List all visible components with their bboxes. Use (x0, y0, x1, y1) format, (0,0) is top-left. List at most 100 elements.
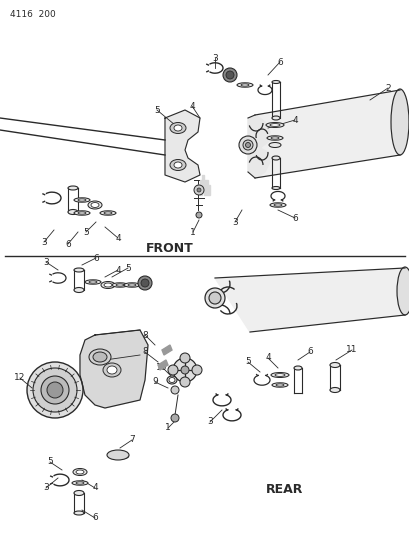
Text: 4: 4 (265, 353, 270, 362)
Ellipse shape (68, 209, 78, 214)
Circle shape (27, 362, 83, 418)
Text: 2: 2 (384, 84, 390, 93)
Ellipse shape (271, 116, 279, 120)
Ellipse shape (101, 281, 115, 288)
Text: REAR: REAR (266, 483, 303, 497)
Ellipse shape (204, 288, 225, 308)
Ellipse shape (74, 198, 90, 202)
Ellipse shape (104, 283, 112, 287)
Text: 6: 6 (92, 513, 98, 522)
Text: 4: 4 (189, 101, 194, 110)
Polygon shape (254, 90, 399, 178)
Ellipse shape (209, 292, 220, 304)
Text: 3: 3 (41, 238, 47, 246)
Circle shape (41, 376, 69, 404)
Ellipse shape (273, 204, 281, 206)
Ellipse shape (180, 366, 189, 374)
Ellipse shape (103, 363, 121, 377)
Ellipse shape (266, 136, 282, 140)
Ellipse shape (100, 211, 116, 215)
Text: 1: 1 (165, 424, 171, 432)
Circle shape (180, 377, 189, 387)
Ellipse shape (238, 136, 256, 154)
Ellipse shape (271, 80, 279, 84)
Ellipse shape (68, 186, 78, 190)
Text: 6: 6 (291, 214, 297, 222)
Text: 3: 3 (43, 257, 49, 266)
Ellipse shape (166, 376, 177, 384)
Ellipse shape (275, 384, 283, 386)
Ellipse shape (72, 481, 88, 485)
Ellipse shape (270, 203, 285, 207)
Circle shape (168, 365, 178, 375)
Text: 4: 4 (292, 116, 297, 125)
Ellipse shape (74, 511, 84, 515)
Ellipse shape (270, 137, 278, 139)
Circle shape (193, 185, 204, 195)
Ellipse shape (173, 358, 196, 382)
Text: 6: 6 (93, 254, 99, 262)
Text: 3: 3 (231, 217, 237, 227)
Polygon shape (162, 345, 172, 355)
Ellipse shape (74, 490, 84, 496)
Ellipse shape (396, 267, 409, 315)
Ellipse shape (265, 123, 283, 127)
Ellipse shape (170, 159, 186, 171)
Ellipse shape (243, 140, 252, 150)
Text: 3: 3 (211, 53, 217, 62)
Text: 4: 4 (115, 233, 121, 243)
Ellipse shape (89, 349, 111, 365)
Ellipse shape (329, 387, 339, 392)
Text: 6: 6 (65, 239, 71, 248)
Ellipse shape (271, 383, 287, 387)
Ellipse shape (170, 123, 186, 133)
Ellipse shape (85, 280, 101, 284)
Polygon shape (247, 148, 270, 178)
Ellipse shape (245, 142, 250, 148)
Text: 3: 3 (43, 483, 49, 492)
Circle shape (138, 276, 152, 290)
Ellipse shape (104, 212, 112, 214)
Ellipse shape (236, 83, 252, 87)
Ellipse shape (270, 124, 279, 126)
Text: 4116  200: 4116 200 (10, 10, 56, 19)
Ellipse shape (116, 284, 124, 286)
Text: 12: 12 (14, 374, 26, 383)
Circle shape (180, 353, 189, 363)
Ellipse shape (74, 287, 84, 293)
Polygon shape (157, 360, 168, 370)
Circle shape (196, 188, 200, 192)
Text: 6: 6 (276, 58, 282, 67)
Ellipse shape (329, 362, 339, 367)
Ellipse shape (128, 284, 136, 286)
Polygon shape (214, 268, 404, 332)
Text: 1: 1 (190, 228, 196, 237)
Text: 8: 8 (142, 330, 148, 340)
Ellipse shape (73, 469, 87, 475)
Ellipse shape (169, 377, 175, 383)
Ellipse shape (107, 366, 117, 374)
Ellipse shape (270, 373, 288, 377)
Circle shape (33, 368, 77, 412)
Text: 10: 10 (156, 362, 167, 372)
Polygon shape (164, 110, 200, 182)
Circle shape (47, 382, 63, 398)
Circle shape (171, 414, 179, 422)
Text: 7: 7 (129, 435, 135, 445)
Ellipse shape (107, 450, 129, 460)
Text: 6: 6 (306, 348, 312, 357)
Ellipse shape (173, 162, 182, 168)
Text: 5: 5 (245, 358, 250, 367)
Polygon shape (196, 175, 209, 195)
Polygon shape (80, 330, 148, 408)
Circle shape (141, 279, 148, 287)
Ellipse shape (268, 142, 280, 148)
Ellipse shape (93, 352, 107, 362)
Ellipse shape (293, 366, 301, 370)
Ellipse shape (112, 283, 128, 287)
Ellipse shape (89, 281, 97, 283)
Text: 8: 8 (142, 348, 148, 357)
Ellipse shape (390, 89, 408, 155)
Circle shape (171, 386, 179, 394)
Text: 11: 11 (346, 345, 357, 354)
